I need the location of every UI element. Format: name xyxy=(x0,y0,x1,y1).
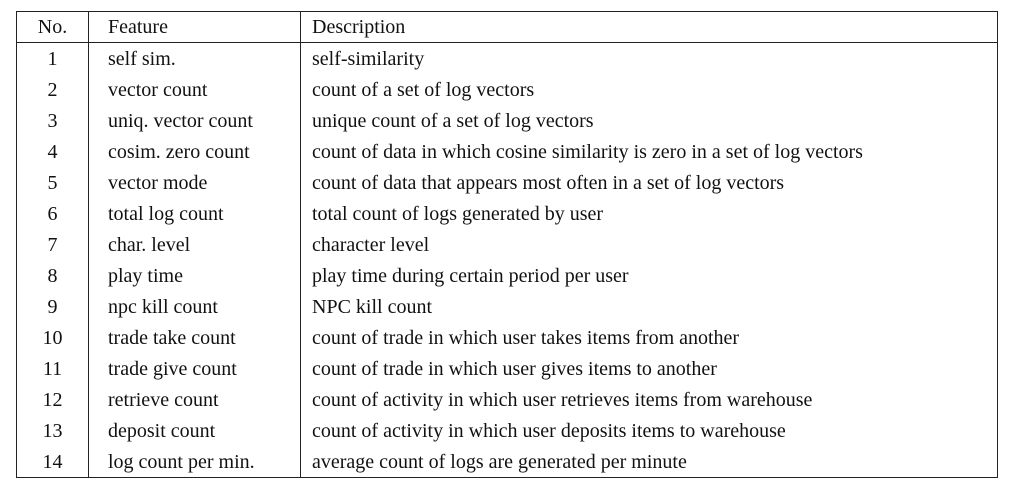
description-cell: count of trade in which user takes items… xyxy=(300,322,998,353)
table-body: 1 self sim. self-similarity 2 vector count co… xyxy=(16,42,998,478)
feature-cell: npc kill count xyxy=(88,291,301,322)
row-number-cell: 4 xyxy=(16,136,89,167)
feature-cell: vector mode xyxy=(88,167,301,198)
row-number-cell: 8 xyxy=(16,260,89,291)
description-cell: unique count of a set of log vectors xyxy=(300,105,998,136)
header-no: No. xyxy=(16,11,89,43)
description-cell: count of activity in which user deposits… xyxy=(300,415,998,446)
description-cell: count of a set of log vectors xyxy=(300,74,998,105)
description-cell: self-similarity xyxy=(300,42,998,74)
feature-cell: retrieve count xyxy=(88,384,301,415)
table-row: 9 npc kill count NPC kill count xyxy=(16,291,998,322)
description-cell: count of data that appears most often in… xyxy=(300,167,998,198)
table-row: 6 total log count total count of logs gene… xyxy=(16,198,998,229)
feature-cell: play time xyxy=(88,260,301,291)
row-number-cell: 13 xyxy=(16,415,89,446)
table-row: 1 self sim. self-similarity xyxy=(16,42,998,74)
feature-cell: cosim. zero count xyxy=(88,136,301,167)
description-cell: count of data in which cosine similarity… xyxy=(300,136,998,167)
row-number-cell: 12 xyxy=(16,384,89,415)
feature-cell: log count per min. xyxy=(88,446,301,478)
table-row: 11 trade give count count of trade in whic… xyxy=(16,353,998,384)
row-number-cell: 9 xyxy=(16,291,89,322)
row-number-cell: 1 xyxy=(16,42,89,74)
row-number-cell: 11 xyxy=(16,353,89,384)
table-row: 10 trade take count count of trade in whic… xyxy=(16,322,998,353)
row-number-cell: 7 xyxy=(16,229,89,260)
header-description: Description xyxy=(300,11,998,43)
feature-cell: trade give count xyxy=(88,353,301,384)
feature-cell: deposit count xyxy=(88,415,301,446)
feature-cell: char. level xyxy=(88,229,301,260)
description-cell: character level xyxy=(300,229,998,260)
description-cell: count of trade in which user gives items… xyxy=(300,353,998,384)
feature-cell: self sim. xyxy=(88,42,301,74)
feature-table-container: No. Feature Description 1 self sim. self-s… xyxy=(16,11,998,478)
description-cell: total count of logs generated by user xyxy=(300,198,998,229)
row-number-cell: 14 xyxy=(16,446,89,478)
feature-cell: total log count xyxy=(88,198,301,229)
description-cell: count of activity in which user retrieve… xyxy=(300,384,998,415)
feature-cell: vector count xyxy=(88,74,301,105)
table-header: No. Feature Description xyxy=(16,11,998,43)
feature-cell: uniq. vector count xyxy=(88,105,301,136)
table-row: 5 vector mode count of data that appears m… xyxy=(16,167,998,198)
description-cell: play time during certain period per user xyxy=(300,260,998,291)
row-number-cell: 5 xyxy=(16,167,89,198)
header-feature: Feature xyxy=(88,11,301,43)
feature-cell: trade take count xyxy=(88,322,301,353)
row-number-cell: 3 xyxy=(16,105,89,136)
header-row: No. Feature Description xyxy=(16,11,998,43)
table-row: 3 uniq. vector count unique count of a set… xyxy=(16,105,998,136)
row-number-cell: 2 xyxy=(16,74,89,105)
table-row: 13 deposit count count of activity in whic… xyxy=(16,415,998,446)
table-row: 4 cosim. zero count count of data in which… xyxy=(16,136,998,167)
table-row: 12 retrieve count count of activity in whi… xyxy=(16,384,998,415)
table-row: 2 vector count count of a set of log vecto… xyxy=(16,74,998,105)
table-row: 14 log count per min. average count of log… xyxy=(16,446,998,478)
description-cell: NPC kill count xyxy=(300,291,998,322)
table-row: 7 char. level character level xyxy=(16,229,998,260)
row-number-cell: 10 xyxy=(16,322,89,353)
row-number-cell: 6 xyxy=(16,198,89,229)
feature-table: No. Feature Description 1 self sim. self-s… xyxy=(16,11,998,478)
description-cell: average count of logs are generated per … xyxy=(300,446,998,478)
table-row: 8 play time play time during certain perio… xyxy=(16,260,998,291)
